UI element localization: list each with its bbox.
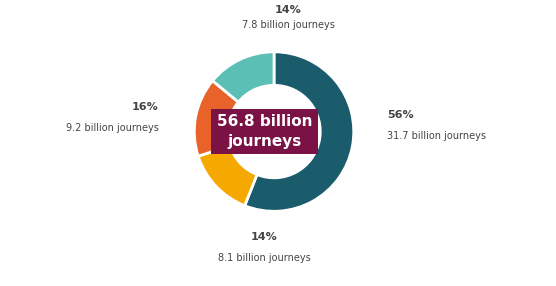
Wedge shape: [212, 52, 274, 102]
Wedge shape: [194, 81, 239, 156]
Text: 56.8 billion
journeys: 56.8 billion journeys: [217, 114, 312, 149]
Text: 16%: 16%: [132, 102, 158, 112]
Text: 8.1 billion journeys: 8.1 billion journeys: [218, 253, 311, 263]
Text: 14%: 14%: [251, 232, 278, 242]
Text: 31.7 billion journeys: 31.7 billion journeys: [387, 131, 486, 141]
Text: 14%: 14%: [275, 5, 302, 15]
Text: 9.2 billion journeys: 9.2 billion journeys: [66, 123, 158, 133]
Text: 56%: 56%: [387, 110, 414, 120]
Wedge shape: [245, 52, 354, 211]
Wedge shape: [198, 146, 257, 206]
Text: 7.8 billion journeys: 7.8 billion journeys: [242, 20, 335, 30]
